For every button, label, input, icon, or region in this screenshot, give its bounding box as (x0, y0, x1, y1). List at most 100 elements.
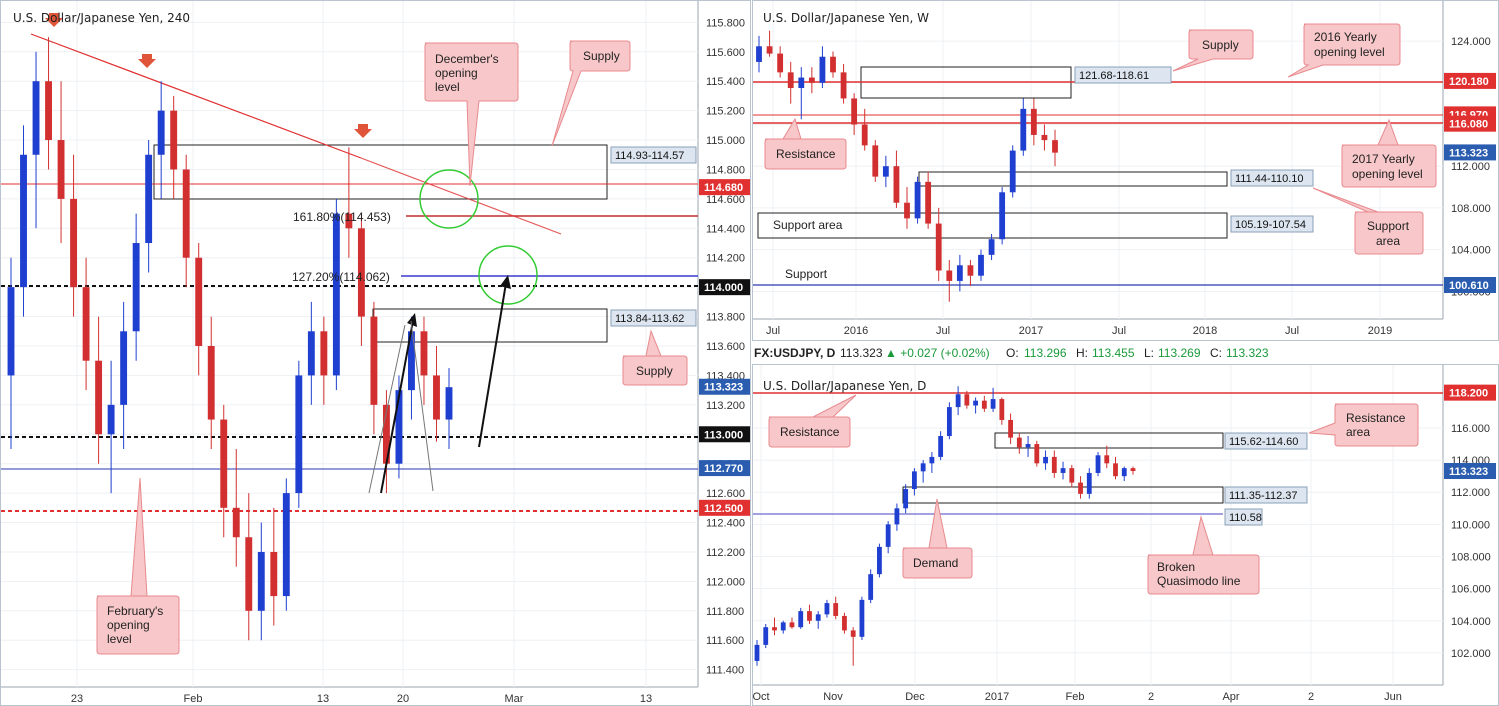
h4-trendline-extension (360, 157, 562, 235)
daily-chart-panel[interactable]: 115.62-114.60 111.35-112.37 110.58 Resis… (752, 364, 1499, 706)
daily-zone1-label: 115.62-114.60 (1229, 436, 1298, 448)
h4-price-tag (699, 426, 750, 443)
w-candle-body (1020, 108, 1027, 151)
h4-candle-body (232, 507, 240, 538)
daily-chart[interactable]: 115.62-114.60 111.35-112.37 110.58 Resis… (753, 365, 1499, 706)
w-price-tag-text: 120.180 (1449, 76, 1489, 88)
w-candle-body (988, 239, 995, 255)
daily-open-label: O: (1006, 346, 1019, 360)
weekly-zone1-label: 121.68-118.61 (1079, 70, 1149, 82)
w-x-tick: 2018 (1193, 325, 1217, 337)
daily-close-value: 113.323 (1226, 346, 1269, 360)
h4-price-tag-text: 113.323 (704, 382, 743, 394)
h4-december-callout-line3: level (435, 80, 460, 94)
h4-y-tick: 115.800 (706, 17, 745, 29)
w-candle-body (978, 254, 984, 276)
h4-candles (7, 37, 453, 641)
daily-resistance-area-callout-line1: Resistance (1346, 411, 1406, 425)
w-x-tick: Jul (1112, 325, 1126, 337)
d-x-tick: Nov (823, 691, 843, 703)
h4-february-callout-line1: February's (107, 604, 163, 618)
w-candle-body (756, 46, 762, 62)
daily-demand-callout-text: Demand (913, 556, 958, 570)
d-candle-body (1060, 468, 1066, 473)
daily-demand-zone (902, 486, 1224, 504)
d-candle-body (894, 508, 900, 525)
daily-close-label: C: (1210, 346, 1222, 360)
h4-y-tick: 112.200 (706, 547, 745, 559)
h4-confluence-circle-lower (478, 245, 538, 305)
h4-ab-arrowhead (407, 313, 417, 327)
h4-x-tick: 13 (317, 693, 329, 705)
h4-price-tag (699, 499, 750, 516)
h4-y-tick: 112.600 (706, 488, 745, 500)
daily-high-value: 113.455 (1092, 346, 1135, 360)
w-candle-body (1030, 108, 1037, 135)
weekly-resistance-callout-text: Resistance (776, 147, 836, 161)
h4-y-tick: 115.600 (706, 47, 745, 59)
h4-candle-body (433, 375, 440, 420)
d-candle-body (798, 611, 804, 628)
h4-candle-body (332, 213, 340, 376)
d-candle-body (1086, 472, 1092, 494)
w-candle-body (819, 56, 826, 83)
weekly-chart[interactable]: 121.68-118.61 111.44-110.10 105.19-107.5… (753, 1, 1499, 341)
h4-y-tick: 111.800 (706, 606, 744, 618)
h4-x-tick: Feb (184, 693, 203, 705)
daily-resistance-area-callout (1308, 403, 1419, 447)
weekly-chart-panel[interactable]: 121.68-118.61 111.44-110.10 105.19-107.5… (752, 0, 1499, 341)
d-candle-body (903, 489, 909, 509)
h4-chart-panel[interactable]: 161.80%(114.453) 127.20%(114.062) 114.93… (0, 0, 751, 706)
d-price-tag (1444, 462, 1496, 479)
h4-swing-high-marker-1 (45, 13, 63, 27)
w-x-tick: Jul (1285, 325, 1299, 337)
h4-candle-body (245, 537, 253, 611)
w-candle-body (1041, 134, 1048, 141)
h4-candle-body (82, 287, 90, 361)
h4-y-tick: 114.600 (706, 194, 745, 206)
d-candle-body (964, 394, 970, 406)
weekly-support-text: Support (785, 267, 828, 281)
h4-fib-161-label: 161.80%(114.453) (293, 210, 391, 224)
h4-price-tag-text: 112.770 (704, 463, 743, 475)
d-candle-body (1069, 468, 1075, 483)
d-candle-body (1025, 444, 1031, 448)
h4-price-tag-text: 112.500 (704, 503, 743, 515)
h4-chart[interactable]: 161.80%(114.453) 127.20%(114.062) 114.93… (1, 1, 751, 706)
d-candle-body (1078, 482, 1083, 494)
w-candle-body (893, 166, 900, 203)
d-candle-body (859, 599, 865, 637)
h4-candle-body (170, 110, 178, 170)
daily-broken-quasimodo-line2: Quasimodo line (1157, 574, 1241, 588)
h4-candle-body (7, 287, 15, 376)
daily-demand-callout (902, 498, 973, 579)
h4-candle-body (357, 228, 365, 317)
d-candle-body (833, 603, 839, 616)
d-candle-body (1095, 455, 1101, 473)
h4-candle-body (132, 243, 140, 332)
weekly-zone3-tag (1230, 215, 1314, 233)
w-candle-body (904, 202, 910, 219)
h4-supply-callout-top-text: Supply (583, 49, 620, 63)
daily-broken-quasimodo-line1: Broken (1157, 560, 1195, 574)
daily-level-tag (1224, 508, 1263, 526)
h4-y-tick: 115.000 (706, 135, 745, 147)
weekly-zone2-tag (1230, 169, 1314, 187)
daily-chart-title: U.S. Dollar/Japanese Yen, D (763, 379, 926, 393)
h4-fib-127-label: 127.20%(114.062) (292, 270, 390, 284)
d-y-tick: 108.000 (1451, 552, 1491, 564)
d-candle-body (946, 407, 952, 437)
d-candle-body (807, 611, 812, 621)
d-candle-body (780, 622, 786, 631)
h4-y-tick: 115.400 (706, 76, 745, 88)
weekly-supply-callout (1172, 29, 1254, 72)
d-x-tick: 2 (1148, 691, 1154, 703)
h4-supply-callout-top (551, 40, 631, 147)
d-price-tag (1444, 384, 1496, 401)
h4-x-tick: 20 (397, 693, 409, 705)
daily-zone1-tag (1224, 432, 1308, 450)
w-candle-body (861, 124, 868, 146)
w-x-tick: 2017 (1019, 325, 1043, 337)
h4-candle-body (320, 331, 328, 376)
d-y-tick: 112.000 (1451, 487, 1490, 499)
